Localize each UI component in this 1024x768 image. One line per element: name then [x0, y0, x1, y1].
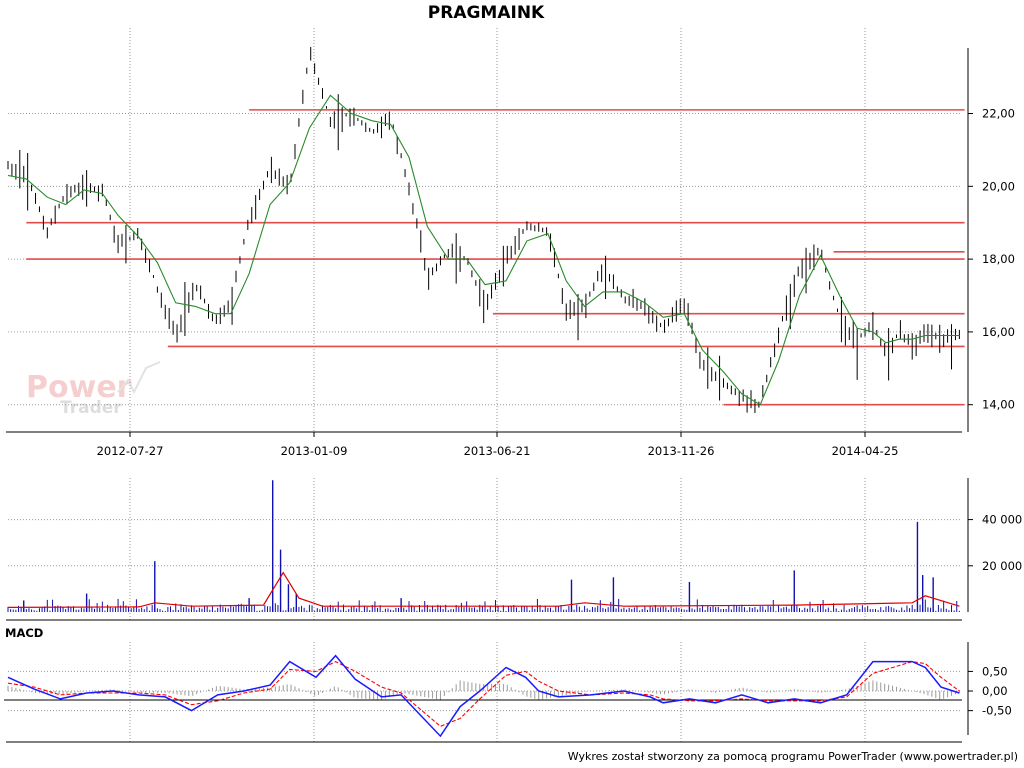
x-tick-label: 2013-01-09	[281, 444, 348, 458]
x-tick-label: 2012-07-27	[97, 444, 164, 458]
moving-average-line	[7, 94, 960, 406]
macd-y-tick-label: 0,00	[982, 684, 1008, 698]
x-tick-label: 2013-11-26	[648, 444, 715, 458]
price-panel: Power Trader 2012-07-27 2013-01-09 2013-06…	[6, 28, 1015, 458]
watermark-trader: Trader	[60, 398, 122, 418]
x-tick-label: 2013-06-21	[464, 444, 531, 458]
y-tick-label: 20,00	[982, 179, 1015, 193]
footer-credit: Wykres został stworzony za pomocą progra…	[568, 750, 1018, 763]
chart-title: PRAGMAINK	[428, 3, 545, 23]
support-resistance-levels	[26, 109, 965, 406]
macd-y-tick-label: 0,50	[982, 664, 1008, 678]
macd-y-tick-label: -0,50	[982, 704, 1012, 718]
y-tick-label: 22,00	[982, 107, 1015, 121]
volume-average-line	[7, 571, 960, 608]
watermark-swoosh	[117, 361, 161, 395]
macd-label: MACD	[5, 626, 43, 640]
y-tick-label: 16,00	[982, 325, 1015, 339]
watermark-power: Power	[26, 370, 132, 405]
volume-panel: 20 000 40 000	[6, 478, 1022, 621]
y-tick-label: 18,00	[982, 252, 1015, 266]
volume-y-tick-label: 20 000	[982, 559, 1022, 573]
macd-line	[7, 654, 960, 738]
volume-bars	[7, 480, 960, 612]
powertrader-watermark: Power Trader	[26, 361, 161, 418]
volume-y-tick-label: 40 000	[982, 513, 1022, 527]
x-tick-label: 2014-04-25	[832, 444, 899, 458]
y-tick-label: 14,00	[982, 398, 1015, 412]
macd-panel: MACD -0,50 0,00 0,50	[4, 626, 1012, 743]
macd-histogram	[7, 680, 960, 700]
